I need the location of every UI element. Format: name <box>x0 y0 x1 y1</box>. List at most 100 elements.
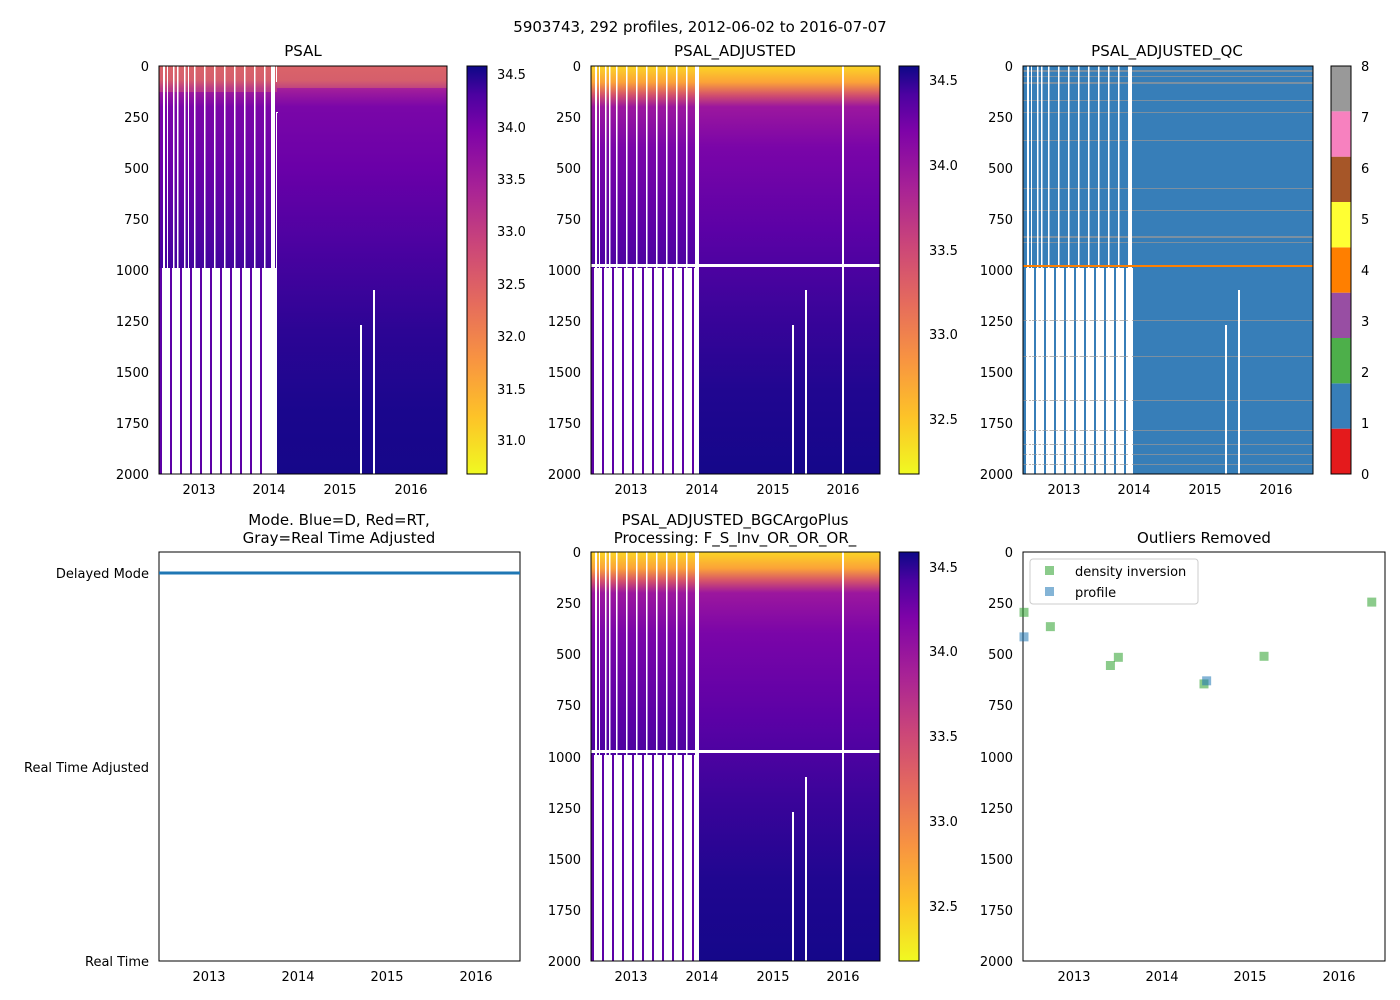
qc-colorbar-segment <box>1331 383 1351 429</box>
legend-profile-label: profile <box>1075 586 1116 601</box>
bgc-x-axis: 2013 2014 2015 2016 <box>614 970 859 985</box>
psal-adj-ytick: 1250 <box>548 315 581 330</box>
psal-cbar-tick: 34.0 <box>497 121 526 136</box>
mode-title-line1: Mode. Blue=D, Red=RT, <box>248 511 430 529</box>
bgc-ytick: 250 <box>556 597 581 612</box>
bgc-cbar-tick: 34.0 <box>929 645 958 660</box>
psal-qc-ytick: 1750 <box>980 417 1013 432</box>
bgc-ytick: 1500 <box>548 853 581 868</box>
outliers-ytick: 250 <box>988 597 1013 612</box>
psal-qc-title: PSAL_ADJUSTED_QC <box>1091 42 1243 61</box>
bgc-cbar-tick: 32.5 <box>929 900 958 915</box>
psal-adj-colorbar: 32.5 33.0 33.5 34.0 34.5 <box>898 65 958 475</box>
psal-adj-y-axis: 0 250 500 750 1000 1250 1500 1750 2000 <box>548 60 581 483</box>
psal-cbar-tick: 31.5 <box>497 383 526 398</box>
psal-ytick: 250 <box>124 111 149 126</box>
bgc-ytick: 1000 <box>548 751 581 766</box>
psal-adj-x-axis: 2013 2014 2015 2016 <box>614 483 859 498</box>
qc-colorbar-segment <box>1331 292 1351 338</box>
outliers-plot-area <box>1022 551 1386 962</box>
outliers-legend: density inversion profile <box>1029 558 1199 605</box>
psal-qc-xtick: 2013 <box>1047 483 1080 498</box>
outlier-density-inversion-point <box>1019 607 1029 617</box>
psal-cbar-tick: 33.0 <box>497 225 526 240</box>
bgc-colorbar: 32.5 33.0 33.5 34.0 34.5 <box>898 551 958 962</box>
psal-cbar-tick: 32.5 <box>497 278 526 293</box>
psal-xtick: 2013 <box>182 483 215 498</box>
mode-xtick: 2016 <box>459 970 492 985</box>
bgc-xtick: 2015 <box>756 970 789 985</box>
psal-adj-title: PSAL_ADJUSTED <box>674 42 796 61</box>
outliers-ytick: 500 <box>988 648 1013 663</box>
psal-adj-ytick: 1500 <box>548 366 581 381</box>
psal-cbar-tick: 33.5 <box>497 173 526 188</box>
qc-colorbar-segment <box>1331 202 1351 248</box>
mode-xtick: 2013 <box>192 970 225 985</box>
psal-ytick: 2000 <box>116 468 149 483</box>
qc-colorbar-segment <box>1331 156 1351 202</box>
psal-adj-ytick: 500 <box>556 162 581 177</box>
outliers-y-axis: 0 250 500 750 1000 1250 1500 1750 2000 <box>980 546 1013 970</box>
psal-qc-xtick: 2016 <box>1259 483 1292 498</box>
psal-y-axis: 0 250 500 750 1000 1250 1500 1750 2000 <box>116 60 149 483</box>
outliers-xtick: 2015 <box>1233 970 1266 985</box>
psal-qc-heatmap <box>1022 65 1314 476</box>
outliers-ytick: 1000 <box>980 751 1013 766</box>
psal-x-axis: 2013 2014 2015 2016 <box>182 483 427 498</box>
psal-xtick: 2015 <box>323 483 356 498</box>
mode-xtick: 2014 <box>281 970 314 985</box>
outliers-xtick: 2013 <box>1057 970 1090 985</box>
psal-adj-xtick: 2016 <box>826 483 859 498</box>
outlier-profile-point <box>1202 676 1212 686</box>
outliers-ytick: 0 <box>1005 546 1013 561</box>
psal-qc-cbar-tick: 1 <box>1361 417 1369 432</box>
outlier-density-inversion-point <box>1367 597 1377 607</box>
psal-qc-cbar-tick: 6 <box>1361 162 1369 177</box>
psal-qc-ytick: 2000 <box>980 468 1013 483</box>
bgc-ytick: 500 <box>556 648 581 663</box>
bgc-title-line2: Processing: F_S_Inv_OR_OR_OR_ <box>614 529 857 548</box>
outlier-density-inversion-point <box>1259 651 1269 661</box>
psal-title: PSAL <box>284 42 322 60</box>
psal-qc-cbar-tick: 3 <box>1361 315 1369 330</box>
bgc-y-axis: 0 250 500 750 1000 1250 1500 1750 2000 <box>548 546 581 970</box>
psal-adj-ytick: 1000 <box>548 264 581 279</box>
psal-heatmap <box>158 65 448 476</box>
legend-density-label: density inversion <box>1075 565 1186 580</box>
psal-adj-xtick: 2015 <box>756 483 789 498</box>
qc-colorbar-segment <box>1331 66 1351 112</box>
psal-qc-colorbar: 0 1 2 3 4 5 6 7 8 <box>1330 60 1369 483</box>
panel-psal: PSAL <box>116 42 526 498</box>
mode-ytick: Real Time Adjusted <box>24 761 149 776</box>
psal-ytick: 500 <box>124 162 149 177</box>
psal-adj-heatmap <box>590 65 881 476</box>
psal-adj-xtick: 2014 <box>685 483 718 498</box>
psal-cbar-tick: 31.0 <box>497 434 526 449</box>
outlier-density-inversion-point <box>1113 652 1123 662</box>
panel-outliers: Outliers Removed density inversion profi… <box>980 529 1386 985</box>
psal-qc-xtick: 2015 <box>1188 483 1221 498</box>
psal-qc-ytick: 750 <box>988 213 1013 228</box>
bgc-cbar-tick: 33.0 <box>929 815 958 830</box>
panel-psal-adjusted: PSAL_ADJUSTED <box>548 42 958 498</box>
psal-qc-cbar-tick: 8 <box>1361 60 1369 75</box>
psal-qc-cbar-tick: 2 <box>1361 366 1369 381</box>
psal-adj-cbar-tick: 32.5 <box>929 413 958 428</box>
bgc-title-line1: PSAL_ADJUSTED_BGCArgoPlus <box>622 511 849 530</box>
mode-ytick: Real Time <box>85 955 149 970</box>
bgc-cbar-tick: 34.5 <box>929 561 958 576</box>
psal-adj-cbar-tick: 34.0 <box>929 159 958 174</box>
psal-adj-ytick: 750 <box>556 213 581 228</box>
psal-adj-xtick: 2013 <box>614 483 647 498</box>
outliers-ytick: 750 <box>988 699 1013 714</box>
figure-title: 5903743, 292 profiles, 2012-06-02 to 201… <box>513 18 886 36</box>
outliers-title: Outliers Removed <box>1137 529 1271 547</box>
qc-colorbar-segment <box>1331 428 1351 474</box>
panel-bgc: PSAL_ADJUSTED_BGCArgoPlus Processing: F_… <box>548 511 958 985</box>
outliers-ytick: 1250 <box>980 802 1013 817</box>
psal-qc-ytick: 250 <box>988 111 1013 126</box>
psal-qc-cbar-tick: 5 <box>1361 213 1369 228</box>
outliers-xtick: 2016 <box>1322 970 1355 985</box>
bgc-xtick: 2013 <box>614 970 647 985</box>
